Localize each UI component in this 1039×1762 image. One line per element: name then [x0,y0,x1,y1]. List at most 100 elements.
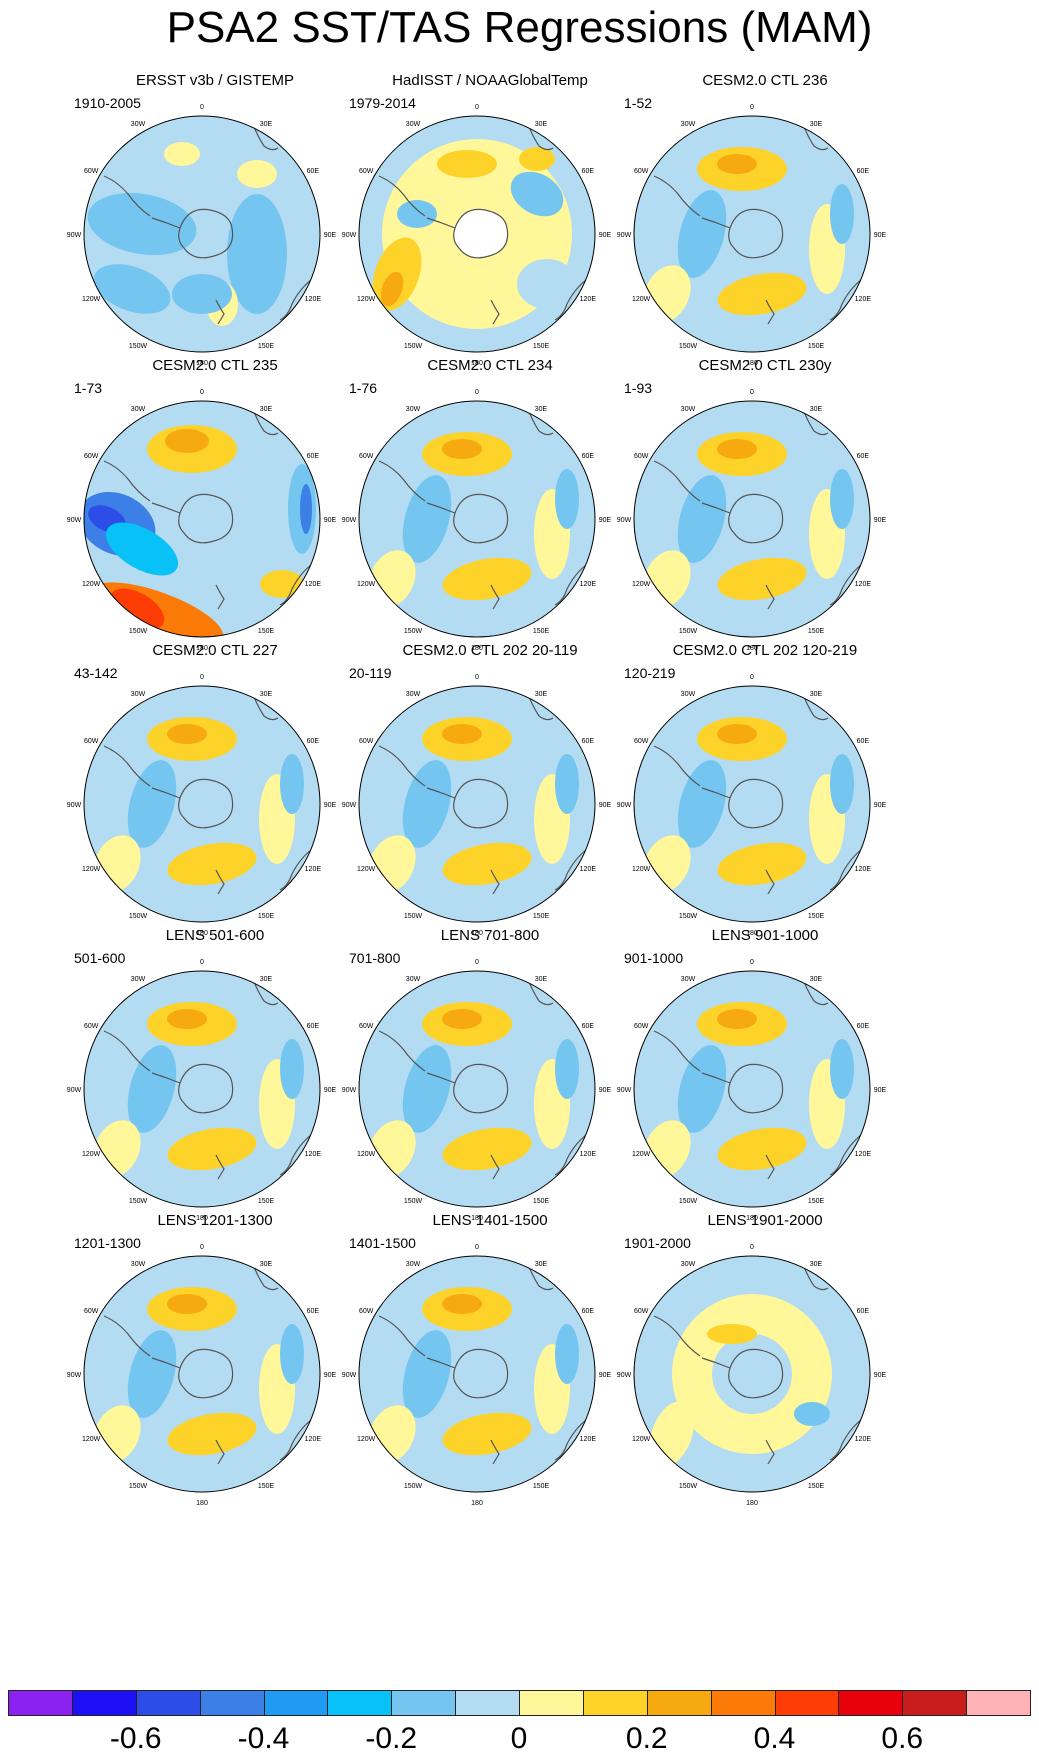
longitude-label: 30E [810,1261,823,1268]
longitude-label: 120W [82,581,101,588]
longitude-label: 60W [359,453,374,460]
anomaly-patch [717,272,807,316]
colorbar-swatch [519,1690,584,1716]
longitude-label: 90W [67,232,82,239]
polar-map: 0 30E 60E 90E 120E 150E 180 150W 120W 90W 60W 30W [617,1244,887,1507]
contour-field [359,116,595,352]
map-panel: LENS 1401-1500 0 30E 60E 90E 120E 150E 180 150W 1… [342,1212,635,1512]
map-border [83,970,321,1208]
longitude-label: 150W [404,913,423,920]
anomaly-patch [555,1039,579,1099]
longitude-label: 120W [357,866,376,873]
longitude-label: 90E [324,232,337,239]
map-panel: LENS 1901-2000 0 30E 60E 90E 120E 150E 180 150W 1… [617,1212,910,1512]
longitude-label: 90E [874,1087,887,1094]
anomaly-patch [707,1324,757,1344]
longitude-label: 150W [129,1198,148,1205]
polar-map: 0 30E 60E 90E 120E 150E 180 150W 120W 90W 60W 30W [342,959,612,1222]
longitude-label: 60E [307,1308,320,1315]
colorbar-swatch [646,1690,712,1716]
colorbar-tick-label: -0.4 [237,1722,290,1755]
longitude-label: 90W [617,1372,632,1379]
longitude-label: 30E [535,976,548,983]
polar-map: 0 30E 60E 90E 120E 150E 180 150W 120W 90W 60W 30W [342,1244,612,1507]
panel-period: 1979-2014 [349,95,416,111]
polar-map: 0 30E 60E 90E 120E 150E 180 150W 120W 90W 60W 30W [617,389,887,652]
longitude-label: 150W [404,628,423,635]
polar-map: 0 30E 60E 90E 120E 150E 180 150W 120W 90W 60W 30W [67,1244,337,1507]
longitude-label: 60E [582,168,595,175]
longitude-label: 60W [634,738,649,745]
map-panel: CESM2.0 CTL 234 0 30E 60E 90E 120E 150E 180 150W… [342,357,635,657]
longitude-label: 30W [406,121,421,128]
anomaly-patch [442,557,532,601]
longitude-label: 30E [810,691,823,698]
new-zealand-coastline [215,869,225,895]
map-border [83,115,321,353]
longitude-label: 60E [307,168,320,175]
anomaly-patch [109,588,165,630]
longitude-label: 90E [599,802,612,809]
longitude-label: 60E [582,453,595,460]
new-zealand-coastline [215,299,225,325]
panel-title: HadISST / NOAAGlobalTemp [392,72,588,89]
contour-field [359,686,595,922]
antarctica-coastline [453,1348,509,1399]
polar-map: 0 30E 60E 90E 120E 150E 180 150W 120W 90W 60W 30W [342,389,612,652]
panel-title: CESM2.0 CTL 227 [152,642,278,659]
map-panel: LENS 1201-1300 0 30E 60E 90E 120E 150E 180 150W 1… [67,1212,360,1512]
antarctica-coastline [178,493,234,544]
colorbar-swatch [455,1690,520,1716]
polar-map: 0 30E 60E 90E 120E 150E 180 150W 120W 90W 60W 30W [342,674,612,937]
longitude-label: 90E [324,517,337,524]
longitude-label: 150E [808,913,825,920]
colorbar-swatch [902,1690,968,1716]
longitude-label: 0 [200,104,204,111]
longitude-label: 180 [196,645,208,652]
longitude-label: 150W [129,343,148,350]
longitude-label: 120W [632,866,651,873]
panel-title: LENS 1901-2000 [707,1212,823,1229]
longitude-label: 60E [582,1308,595,1315]
longitude-label: 150E [808,628,825,635]
longitude-label: 120W [82,296,101,303]
longitude-label: 150E [258,628,275,635]
map-panel: CESM2.0 CTL 236 0 30E 60E 90E 120E 150E 180 150W… [617,72,910,372]
longitude-label: 90E [599,232,612,239]
colorbar-swatch [966,1690,1031,1716]
south-america-coastline [653,1315,731,1369]
longitude-label: 150E [533,1483,550,1490]
longitude-label: 0 [750,674,754,681]
anomaly-patch [794,1402,830,1426]
map-panel: CESM2.0 CTL 235 0 30E 60E 90E 120E 150E 180 150W… [67,357,360,657]
anomaly-patch [167,1412,257,1456]
longitude-label: 180 [746,360,758,367]
map-border [358,400,596,638]
anomaly-patch [517,259,577,309]
longitude-label: 120E [580,581,597,588]
anomaly-patch [717,557,807,601]
longitude-label: 30W [131,121,146,128]
longitude-label: 60E [857,1308,870,1315]
longitude-label: 90E [874,517,887,524]
longitude-label: 0 [200,959,204,966]
longitude-label: 90W [342,1372,357,1379]
longitude-label: 60W [84,1308,99,1315]
contour-field [359,971,595,1207]
longitude-label: 90W [67,1087,82,1094]
polar-map: 0 30E 60E 90E 120E 150E 180 150W 120W 90W 60W 30W [617,674,887,937]
polar-map: 0 30E 60E 90E 120E 150E 180 150W 120W 90W 60W 30W [67,674,337,937]
colorbar-tick-label: 0.4 [753,1722,796,1755]
anomaly-patch [510,171,564,217]
polar-map: 0 30E 60E 90E 120E 150E 180 150W 120W 90W 60W 30W [67,389,337,652]
panel-period: 120-219 [624,665,676,681]
longitude-label: 150W [404,343,423,350]
panel-period: 1-73 [74,380,103,396]
map-border [633,1255,871,1493]
anomaly-patch [830,184,854,244]
longitude-label: 60W [634,453,649,460]
longitude-label: 150W [129,1483,148,1490]
longitude-label: 180 [196,360,208,367]
longitude-label: 30E [810,976,823,983]
longitude-label: 150E [808,1198,825,1205]
